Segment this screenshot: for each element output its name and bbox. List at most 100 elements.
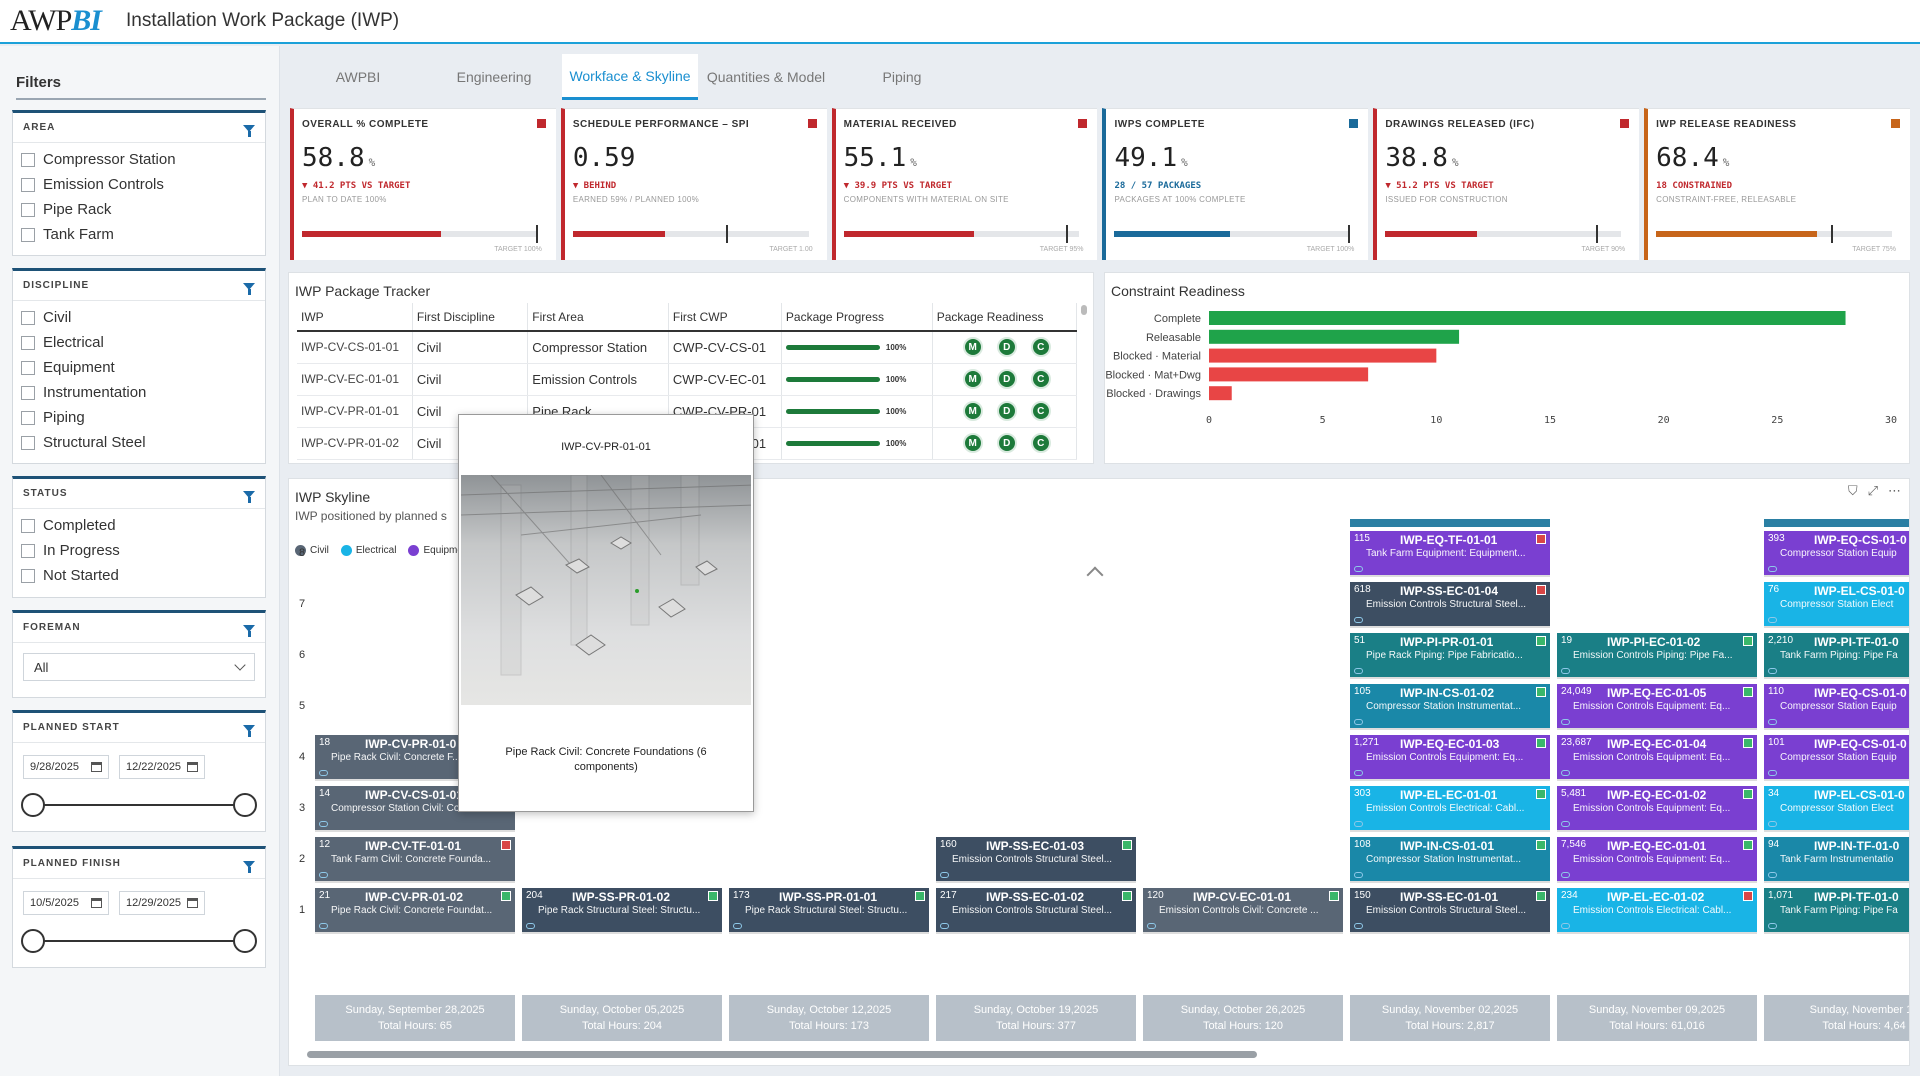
more-options-icon[interactable]: ⋯ <box>1888 483 1901 498</box>
area-option[interactable]: Pipe Rack <box>13 197 265 222</box>
iwp-block[interactable]: 12 IWP-CV-TF-01-01 Tank Farm Civil: Concre… <box>315 837 515 883</box>
iwp-block[interactable]: 1,071 IWP-PI-TF-01-0 Tank Farm Piping: Pip… <box>1764 888 1909 934</box>
link-icon[interactable] <box>1561 872 1570 878</box>
column-header[interactable]: First Area <box>527 303 669 332</box>
iwp-block[interactable]: 105 IWP-IN-CS-01-02 Compressor Station Ins… <box>1350 684 1550 730</box>
checkbox[interactable] <box>21 385 35 400</box>
link-icon[interactable] <box>1768 668 1777 674</box>
link-icon[interactable] <box>319 923 328 929</box>
area-option[interactable]: Tank Farm <box>13 222 265 247</box>
slider-handle-min[interactable] <box>21 793 45 817</box>
iwp-block[interactable]: 21 IWP-CV-PR-01-02 Pipe Rack Civil: Concre… <box>315 888 515 934</box>
bar[interactable] <box>1209 367 1369 382</box>
iwp-block[interactable]: 94 IWP-IN-TF-01-0 Tank Farm Instrumentatio <box>1764 837 1909 883</box>
link-icon[interactable] <box>1354 872 1363 878</box>
iwp-block[interactable]: 217 IWP-SS-EC-01-02 Emission Controls Stru… <box>936 888 1136 934</box>
status-option[interactable]: Not Started <box>13 563 265 588</box>
iwp-block[interactable]: 110 IWP-EQ-CS-01-0 Compressor Station Equi… <box>1764 684 1909 730</box>
link-icon[interactable] <box>1561 923 1570 929</box>
checkbox[interactable] <box>21 518 35 533</box>
filter-icon[interactable]: ⛉ <box>1847 483 1858 498</box>
tab-engineering[interactable]: Engineering <box>456 69 532 85</box>
bar[interactable] <box>1209 348 1437 363</box>
foreman-dropdown[interactable]: All <box>23 653 255 681</box>
checkbox[interactable] <box>21 410 35 425</box>
iwp-block[interactable]: 108 IWP-IN-CS-01-01 Compressor Station Ins… <box>1350 837 1550 883</box>
link-icon[interactable] <box>1354 617 1363 623</box>
iwp-block[interactable]: 101 IWP-EQ-CS-01-0 Compressor Station Equi… <box>1764 735 1909 781</box>
filter-icon[interactable] <box>243 725 255 737</box>
tab-piping[interactable]: Piping <box>882 69 922 85</box>
bar[interactable] <box>1209 329 1460 344</box>
status-option[interactable]: In Progress <box>13 538 265 563</box>
bar[interactable] <box>1209 311 1846 325</box>
discipline-option[interactable]: Instrumentation <box>13 380 265 405</box>
link-icon[interactable] <box>940 923 949 929</box>
iwp-block[interactable]: 51 IWP-PI-PR-01-01 Pipe Rack Piping: Pipe … <box>1350 633 1550 679</box>
discipline-option[interactable]: Civil <box>13 305 265 330</box>
iwp-block[interactable]: 7,546 IWP-EQ-EC-01-01 Emission Controls Eq… <box>1557 837 1757 883</box>
iwp-block[interactable]: 76 IWP-EL-CS-01-0 Compressor Station Elect <box>1764 582 1909 628</box>
status-option[interactable]: Completed <box>13 513 265 538</box>
checkbox[interactable] <box>21 543 35 558</box>
legend-item[interactable]: Electrical <box>340 545 396 556</box>
column-header[interactable]: First CWP <box>668 303 782 332</box>
column-header[interactable]: First Discipline <box>412 303 529 332</box>
iwp-block[interactable]: 19 IWP-PI-EC-01-02 Emission Controls Pipin… <box>1557 633 1757 679</box>
link-icon[interactable] <box>526 923 535 929</box>
column-header[interactable]: Package Progress <box>781 303 933 332</box>
planned-start-slider[interactable] <box>21 793 257 817</box>
expand-icon[interactable]: ⤢ <box>1867 483 1878 498</box>
iwp-block[interactable]: 618 IWP-SS-EC-01-04 Emission Controls Stru… <box>1350 582 1550 628</box>
column-header[interactable]: Package Readiness <box>932 303 1078 332</box>
table-row[interactable]: IWP-CV-CS-01-01 Civil Compressor Station CW… <box>297 331 1078 364</box>
checkbox[interactable] <box>21 568 35 583</box>
link-icon[interactable] <box>1561 770 1570 776</box>
checkbox[interactable] <box>21 227 35 242</box>
link-icon[interactable] <box>1768 719 1777 725</box>
planned-start-from[interactable]: 9/28/2025 <box>23 755 109 779</box>
iwp-block[interactable]: 23,687 IWP-EQ-EC-01-04 Emission Controls E… <box>1557 735 1757 781</box>
iwp-block[interactable]: 160 IWP-SS-EC-01-03 Emission Controls Stru… <box>936 837 1136 883</box>
iwp-block[interactable]: 1,271 IWP-EQ-EC-01-03 Emission Controls Eq… <box>1350 735 1550 781</box>
iwp-block[interactable]: 115 IWP-EQ-TF-01-01 Tank Farm Equipment: E… <box>1350 531 1550 577</box>
area-option[interactable]: Compressor Station <box>13 147 265 172</box>
iwp-block[interactable]: 150 IWP-SS-EC-01-01 Emission Controls Stru… <box>1350 888 1550 934</box>
table-scrollbar[interactable] <box>1081 305 1087 315</box>
iwp-block[interactable]: 204 IWP-SS-PR-01-02 Pipe Rack Structural S… <box>522 888 722 934</box>
discipline-option[interactable]: Structural Steel <box>13 430 265 455</box>
link-icon[interactable] <box>1354 719 1363 725</box>
slider-handle-max[interactable] <box>233 929 257 953</box>
planned-finish-to[interactable]: 12/29/2025 <box>119 891 205 915</box>
link-icon[interactable] <box>1354 923 1363 929</box>
link-icon[interactable] <box>1354 566 1363 572</box>
legend-item[interactable]: Equipmen <box>408 545 469 556</box>
tab-workface-skyline[interactable]: Workface & Skyline <box>562 54 698 100</box>
tab-awpbi[interactable]: AWPBI <box>335 69 381 85</box>
iwp-block[interactable]: 173 IWP-SS-PR-01-01 Pipe Rack Structural S… <box>729 888 929 934</box>
planned-finish-slider[interactable] <box>21 929 257 953</box>
link-icon[interactable] <box>1768 821 1777 827</box>
iwp-block[interactable]: 120 IWP-CV-EC-01-01 Emission Controls Civi… <box>1143 888 1343 934</box>
checkbox[interactable] <box>21 335 35 350</box>
link-icon[interactable] <box>1354 668 1363 674</box>
link-icon[interactable] <box>1768 770 1777 776</box>
link-icon[interactable] <box>1561 719 1570 725</box>
link-icon[interactable] <box>1768 872 1777 878</box>
link-icon[interactable] <box>733 923 742 929</box>
iwp-block[interactable]: 393 IWP-EQ-CS-01-0 Compressor Station Equi… <box>1764 531 1909 577</box>
discipline-option[interactable]: Equipment <box>13 355 265 380</box>
link-icon[interactable] <box>319 821 328 827</box>
link-icon[interactable] <box>1354 770 1363 776</box>
checkbox[interactable] <box>21 152 35 167</box>
link-icon[interactable] <box>319 872 328 878</box>
iwp-block[interactable]: 2,210 IWP-PI-TF-01-0 Tank Farm Piping: Pip… <box>1764 633 1909 679</box>
slider-handle-min[interactable] <box>21 929 45 953</box>
link-icon[interactable] <box>1147 923 1156 929</box>
iwp-block[interactable]: 234 IWP-EL-EC-01-02 Emission Controls Elec… <box>1557 888 1757 934</box>
bar[interactable] <box>1209 386 1232 401</box>
discipline-option[interactable]: Electrical <box>13 330 265 355</box>
filter-icon[interactable] <box>243 625 255 637</box>
checkbox[interactable] <box>21 310 35 325</box>
link-icon[interactable] <box>940 872 949 878</box>
